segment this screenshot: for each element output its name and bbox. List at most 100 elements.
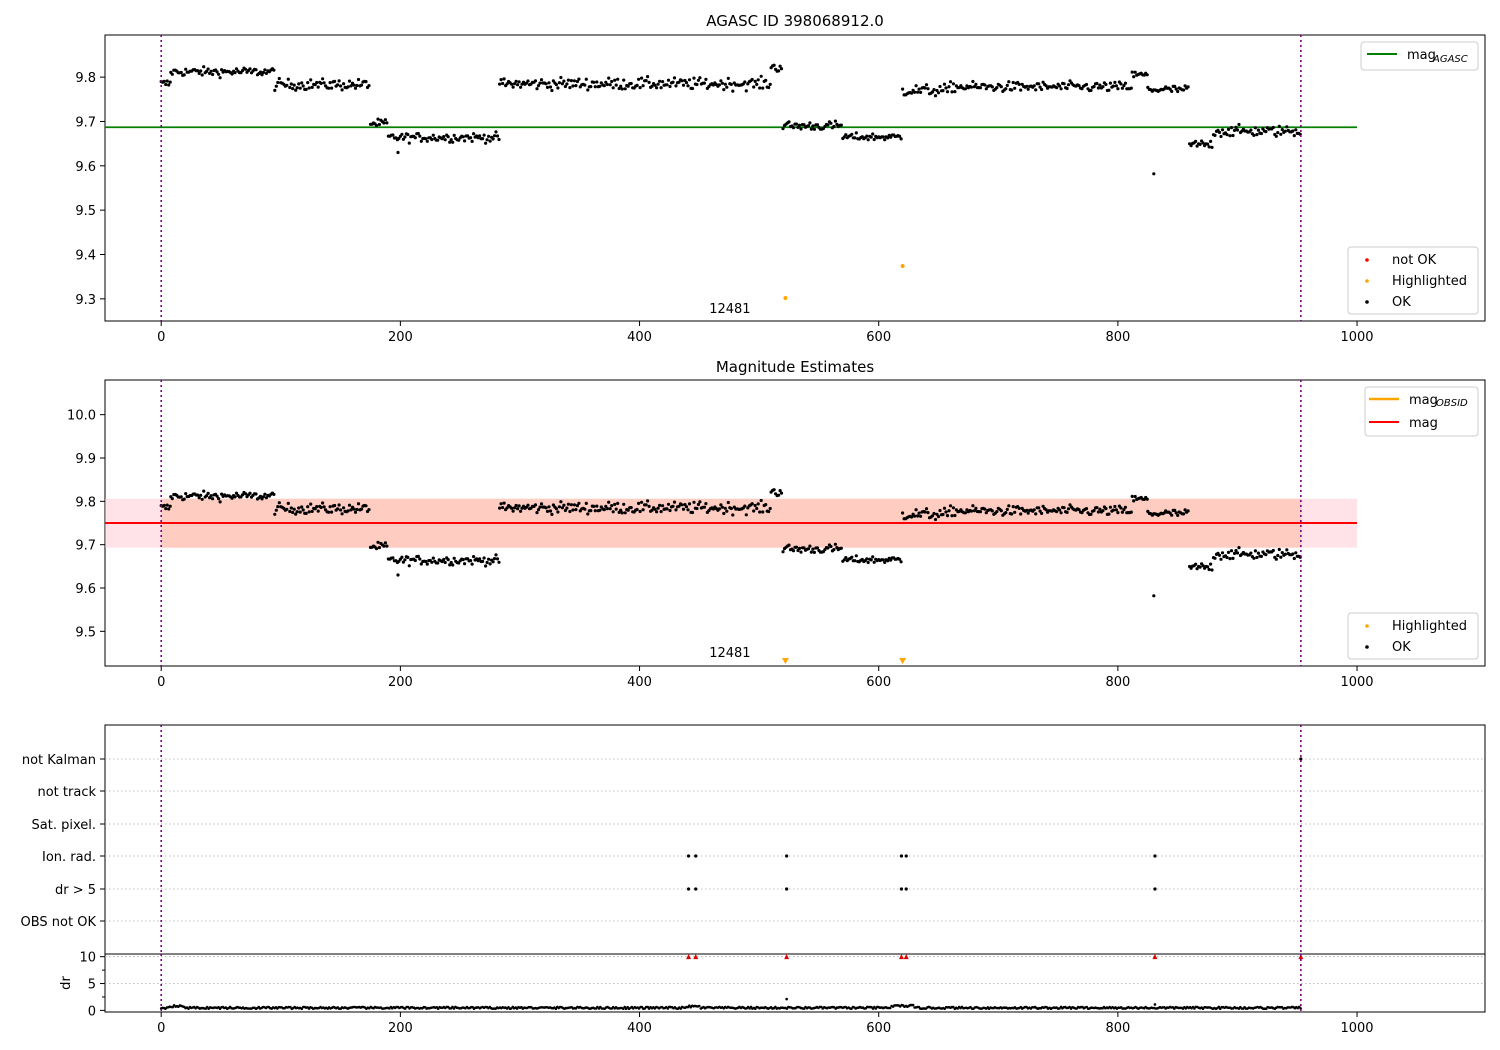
ok-point (575, 79, 580, 84)
ok-point (586, 512, 590, 516)
ok-point (442, 135, 446, 139)
ok-point (690, 86, 695, 91)
ok-point (200, 497, 204, 501)
ok-point (668, 84, 672, 89)
ok-point (936, 515, 941, 519)
ok-point (1130, 70, 1134, 74)
ok-point (285, 83, 289, 87)
ok-point (1107, 88, 1111, 92)
ok-point (488, 562, 492, 566)
legend-point-swatch (1365, 624, 1369, 628)
ok-point (200, 73, 204, 77)
ok-point (750, 502, 754, 506)
ok-point (833, 119, 838, 123)
ok-point (833, 542, 838, 546)
ok-point (871, 132, 875, 136)
ok-point (484, 564, 488, 568)
ok-point (983, 83, 987, 87)
ok-point (1059, 511, 1063, 515)
ok-point (306, 81, 310, 85)
x-tick-label: 1000 (1340, 330, 1373, 345)
ok-point (584, 77, 588, 81)
ok-point (545, 509, 550, 513)
ok-point (592, 80, 596, 84)
ok-point (1065, 86, 1069, 91)
ok-point (755, 506, 759, 511)
ok-point (1253, 549, 1257, 553)
ok-point (295, 86, 299, 90)
ok-point (349, 84, 353, 88)
ok-point (869, 558, 873, 562)
ok-point (451, 140, 455, 144)
ok-point (577, 501, 581, 505)
ok-point (492, 134, 497, 138)
ok-point (502, 501, 506, 505)
ok-point (220, 492, 224, 496)
ok-point (457, 138, 461, 142)
ok-point (336, 507, 340, 511)
ok-point (316, 85, 320, 89)
ok-point (1092, 85, 1096, 89)
ok-point (950, 514, 954, 518)
y-tick-label: 9.7 (75, 115, 96, 130)
ok-point (886, 559, 890, 563)
x-tick-label: 600 (866, 330, 891, 345)
ok-point (589, 85, 593, 89)
ok-point (944, 86, 948, 90)
ok-point (622, 502, 626, 506)
ok-point (218, 500, 222, 504)
ok-point (1210, 568, 1214, 572)
ok-point (1237, 122, 1241, 127)
ok-point (698, 500, 702, 504)
ok-point (1182, 88, 1186, 92)
ok-point (478, 134, 482, 138)
ok-point (403, 558, 407, 562)
ok-point (659, 86, 663, 90)
flag-point (899, 854, 904, 858)
ok-point (942, 82, 947, 86)
ok-point (364, 80, 368, 84)
ok-point (1276, 131, 1280, 135)
ok-point (611, 510, 615, 514)
dr-point (911, 1003, 915, 1007)
ok-point (342, 82, 346, 86)
ok-point (1041, 504, 1045, 508)
flag-label: Ion. rad. (42, 850, 96, 865)
ok-point (377, 546, 381, 550)
ok-point (752, 509, 756, 513)
ok-point (641, 84, 645, 88)
dr-point (171, 1005, 174, 1009)
ok-point (337, 79, 341, 83)
ok-point (995, 510, 999, 514)
ok-point (566, 78, 571, 82)
ok-point (481, 137, 485, 141)
ok-point (448, 140, 452, 144)
ok-point (983, 507, 987, 511)
ok-point (539, 502, 544, 506)
ok-point (781, 127, 785, 131)
ok-point (533, 503, 538, 507)
ok-point (924, 507, 929, 511)
ok-point (554, 507, 559, 511)
ok-point (806, 124, 811, 128)
clipped-marker (686, 954, 692, 960)
ok-point (550, 512, 554, 517)
ok-point (592, 504, 596, 508)
ok-point (488, 139, 492, 143)
ok-point (470, 139, 474, 143)
ok-point (451, 563, 455, 567)
ok-point (446, 135, 450, 139)
ok-point (1101, 85, 1105, 89)
ok-point (559, 75, 563, 80)
ok-point (406, 132, 410, 137)
ok-point (297, 82, 301, 86)
ok-point (608, 507, 612, 511)
ok-point (1198, 565, 1202, 569)
ok-point (162, 79, 166, 83)
ok-point (478, 557, 482, 561)
ok-point (758, 86, 762, 90)
x-tick-label: 1000 (1340, 1021, 1373, 1036)
ok-point (310, 85, 314, 89)
legend-label: mag (1407, 48, 1436, 63)
ok-point (777, 493, 781, 497)
